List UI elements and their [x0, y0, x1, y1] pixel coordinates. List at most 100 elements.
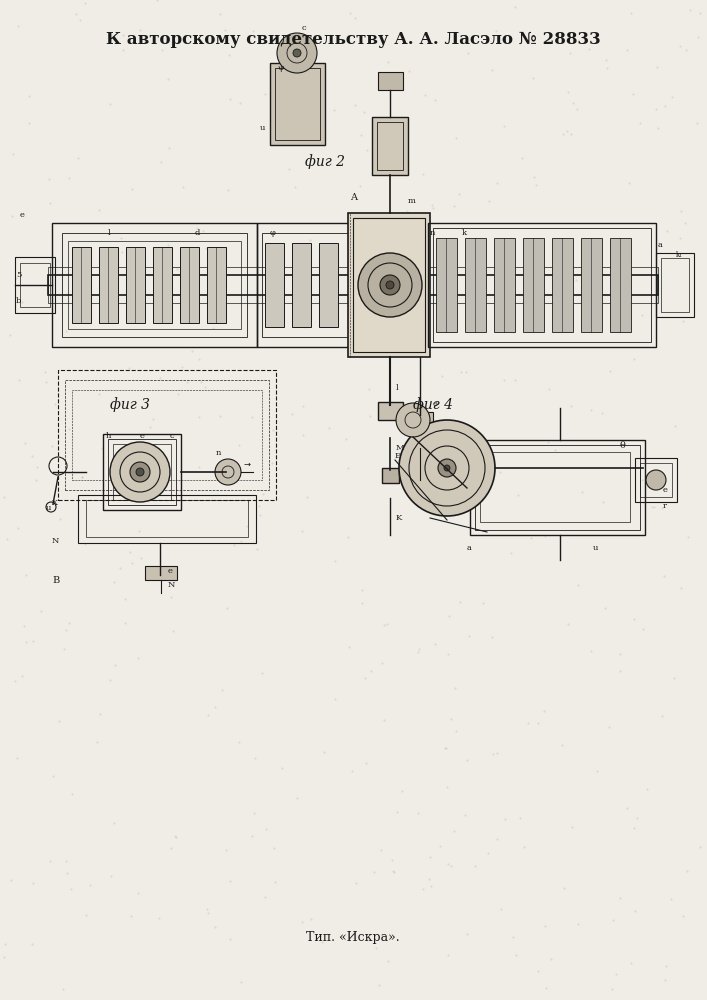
- Point: [350, 97, 361, 113]
- Point: [508, 324, 519, 340]
- Point: [269, 840, 280, 856]
- Point: [16, 668, 28, 684]
- Point: [435, 296, 446, 312]
- Bar: [265, 243, 284, 327]
- Point: [257, 486, 269, 502]
- Bar: [68, 241, 241, 329]
- Point: [565, 398, 576, 414]
- Point: [359, 670, 370, 686]
- Bar: [126, 247, 145, 323]
- Point: [549, 442, 561, 458]
- Point: [192, 220, 203, 236]
- Point: [177, 359, 188, 375]
- Point: [418, 166, 429, 182]
- Point: [675, 580, 686, 596]
- Point: [235, 533, 247, 549]
- Point: [215, 6, 226, 22]
- Point: [259, 86, 271, 102]
- Point: [486, 62, 498, 78]
- Point: [136, 550, 147, 566]
- Point: [381, 616, 392, 632]
- Point: [66, 786, 77, 802]
- Point: [478, 286, 489, 302]
- Point: [401, 203, 412, 219]
- Point: [498, 118, 509, 134]
- Point: [81, 907, 92, 923]
- Bar: [475, 445, 640, 530]
- Bar: [180, 247, 199, 323]
- Text: u: u: [593, 544, 598, 552]
- Text: X: X: [52, 499, 58, 507]
- Point: [202, 905, 214, 921]
- Point: [576, 484, 588, 500]
- Point: [117, 27, 128, 43]
- Text: M: M: [396, 444, 404, 452]
- Point: [629, 820, 640, 836]
- Point: [652, 59, 663, 75]
- Point: [397, 346, 409, 362]
- Point: [194, 351, 205, 367]
- Point: [455, 364, 467, 380]
- Point: [26, 936, 37, 952]
- Point: [171, 261, 182, 277]
- Point: [47, 438, 58, 454]
- Point: [369, 864, 380, 880]
- Point: [156, 154, 167, 170]
- Point: [674, 38, 686, 54]
- Text: n: n: [430, 229, 436, 237]
- Point: [628, 611, 639, 627]
- Point: [30, 472, 42, 488]
- Bar: [494, 238, 515, 332]
- Point: [324, 420, 335, 436]
- Point: [460, 364, 472, 380]
- Point: [427, 197, 438, 213]
- Point: [329, 691, 340, 707]
- Bar: [433, 228, 651, 342]
- Point: [508, 929, 519, 945]
- Circle shape: [110, 442, 170, 502]
- Point: [477, 595, 489, 611]
- Point: [47, 768, 59, 784]
- Point: [539, 528, 551, 544]
- Point: [454, 594, 465, 610]
- Bar: [48, 267, 658, 303]
- Text: N: N: [52, 537, 59, 545]
- Point: [658, 568, 670, 584]
- Text: К авторскому свидетельству А. А. Ласэло № 28833: К авторскому свидетельству А. А. Ласэло …: [105, 31, 600, 48]
- Point: [66, 881, 77, 897]
- Point: [252, 541, 263, 557]
- Point: [599, 600, 610, 616]
- Text: фиг 4: фиг 4: [413, 398, 453, 412]
- Point: [653, 120, 664, 136]
- Point: [491, 23, 502, 39]
- Point: [45, 853, 56, 869]
- Point: [449, 680, 460, 696]
- Point: [429, 636, 440, 652]
- Text: e: e: [433, 400, 438, 408]
- Point: [597, 494, 609, 510]
- Point: [610, 966, 621, 982]
- Point: [566, 126, 577, 142]
- Point: [296, 523, 308, 539]
- Point: [105, 96, 116, 112]
- Point: [424, 849, 436, 865]
- Text: h: h: [106, 432, 112, 440]
- Point: [463, 45, 474, 61]
- Point: [132, 885, 144, 901]
- Point: [61, 622, 72, 638]
- Point: [93, 202, 104, 218]
- Point: [450, 723, 462, 739]
- Point: [565, 45, 576, 61]
- Bar: [552, 238, 573, 332]
- Point: [650, 101, 662, 117]
- Point: [603, 719, 614, 735]
- Point: [241, 518, 252, 534]
- Point: [193, 30, 204, 46]
- Bar: [377, 122, 403, 170]
- Point: [592, 763, 603, 779]
- Text: k: k: [462, 229, 467, 237]
- Text: A: A: [350, 193, 357, 202]
- Point: [218, 247, 230, 263]
- Point: [305, 232, 316, 248]
- Bar: [153, 247, 172, 323]
